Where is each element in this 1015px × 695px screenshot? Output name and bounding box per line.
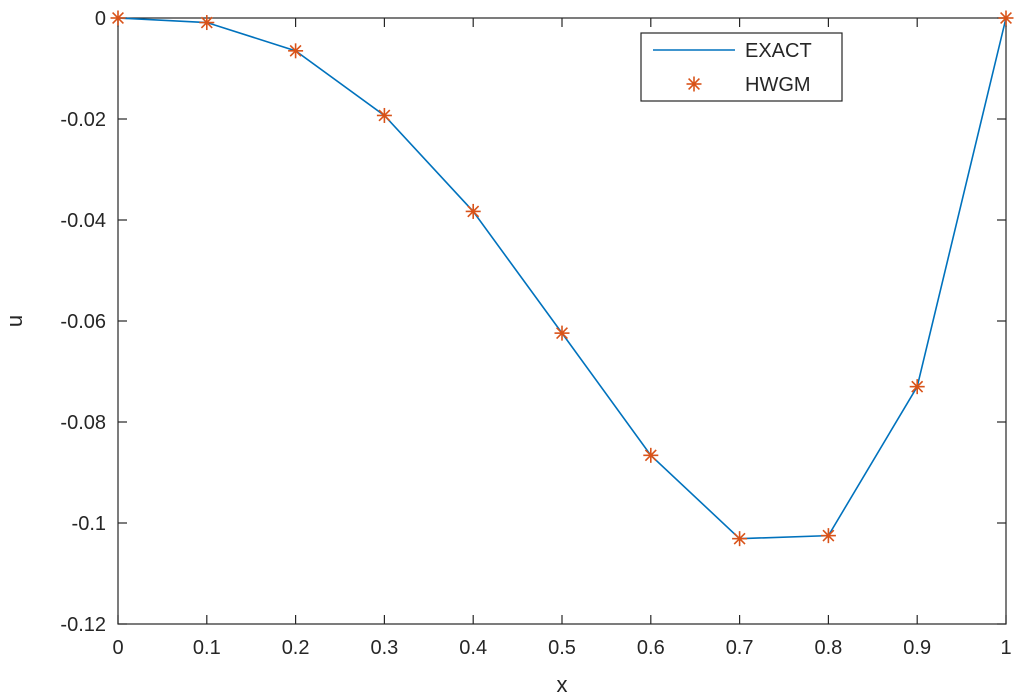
data-point-hwgm bbox=[199, 15, 215, 31]
data-point-hwgm bbox=[288, 43, 304, 59]
data-point-hwgm bbox=[110, 10, 126, 26]
y-tick-label: -0.04 bbox=[60, 210, 106, 232]
x-axis-ticks: 0 0.1 0.2 0.3 0.4 0.5 0.6 0.7 0.8 0.9 1 bbox=[112, 18, 1012, 659]
x-tick-label: 0.6 bbox=[637, 637, 665, 659]
x-tick-label: 0.1 bbox=[193, 637, 221, 659]
y-tick-label: -0.1 bbox=[72, 513, 106, 535]
y-axis-ticks: 0 -0.02 -0.04 -0.06 -0.08 -0.1 -0.12 bbox=[60, 8, 1006, 636]
plot-area bbox=[117, 17, 1007, 625]
data-point-hwgm bbox=[376, 107, 392, 123]
y-tick-label: -0.12 bbox=[60, 614, 106, 636]
legend-box bbox=[640, 32, 843, 102]
legend: EXACT HWGM bbox=[640, 32, 843, 102]
legend-label: HWGM bbox=[745, 74, 811, 96]
y-tick-label: -0.02 bbox=[60, 109, 106, 131]
data-point-hwgm bbox=[732, 531, 748, 547]
x-tick-label: 0.5 bbox=[548, 637, 576, 659]
x-tick-label: 1 bbox=[1000, 637, 1011, 659]
data-point-hwgm bbox=[820, 528, 836, 544]
data-point-hwgm bbox=[643, 447, 659, 463]
data-point-hwgm bbox=[909, 379, 925, 395]
x-axis-label: x bbox=[557, 672, 568, 695]
legend-asterisk-swatch bbox=[686, 76, 702, 92]
y-tick-label: -0.08 bbox=[60, 412, 106, 434]
x-tick-label: 0.4 bbox=[459, 637, 487, 659]
y-tick-label: 0 bbox=[95, 8, 106, 30]
x-tick-label: 0.8 bbox=[814, 637, 842, 659]
data-point-hwgm bbox=[465, 203, 481, 219]
data-point-hwgm bbox=[554, 325, 570, 341]
x-tick-label: 0.9 bbox=[903, 637, 931, 659]
legend-label: EXACT bbox=[745, 40, 812, 62]
data-point-hwgm bbox=[998, 10, 1014, 26]
y-tick-label: -0.06 bbox=[60, 311, 106, 333]
x-tick-label: 0.2 bbox=[282, 637, 310, 659]
x-tick-label: 0 bbox=[112, 637, 123, 659]
series-layer bbox=[110, 10, 1014, 547]
axes-box bbox=[117, 17, 1007, 625]
series-line-exact bbox=[117, 17, 1007, 540]
x-tick-label: 0.7 bbox=[726, 637, 754, 659]
x-tick-label: 0.3 bbox=[370, 637, 398, 659]
y-axis-label: u bbox=[2, 315, 27, 327]
